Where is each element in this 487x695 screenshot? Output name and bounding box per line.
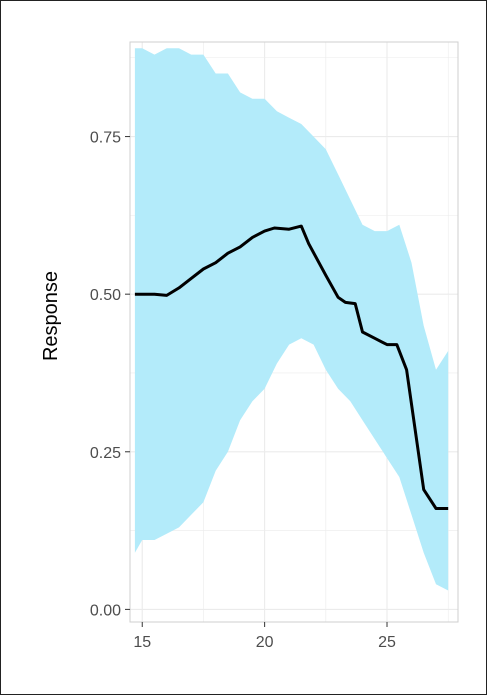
response-line [134,224,449,510]
y-tick-label: 0.00 [90,602,121,619]
x-tick-label: 20 [256,634,274,651]
line-layer [134,224,449,510]
confidence-ribbon [134,48,449,591]
ribbon-layer [134,48,449,591]
y-axis-ticks: 0.00 0.25 0.50 0.75 [90,130,130,619]
y-tick-label: 0.25 [90,445,121,462]
x-tick-label: 25 [378,634,396,651]
x-tick-label: 15 [133,634,151,651]
x-axis-ticks: 15 20 25 [133,622,396,651]
panel-layer [129,41,459,623]
panel-border [129,41,459,623]
y-tick-label: 0.50 [90,287,121,304]
y-axis-title: Response [40,271,62,361]
y-tick-label: 0.75 [90,130,121,147]
